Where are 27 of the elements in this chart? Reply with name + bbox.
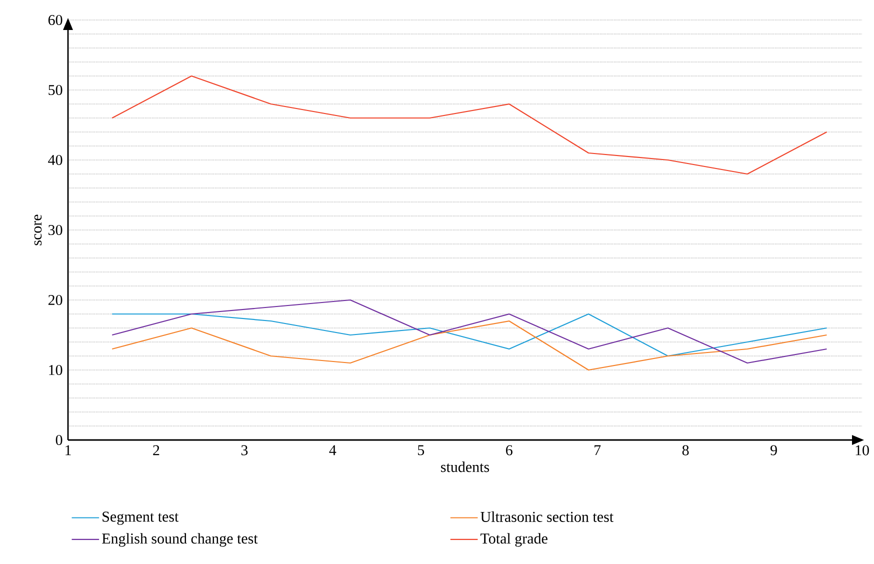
y-tick-label: 10 (49, 364, 62, 376)
y-axis-title: score (34, 214, 42, 246)
x-tick-label: 5 (418, 445, 424, 456)
x-tick-label: 8 (682, 445, 689, 456)
x-tick-label: 6 (506, 445, 512, 456)
x-tick-label: 7 (594, 445, 601, 456)
legend-label: English sound change test (102, 533, 258, 547)
x-axis-title: students (441, 462, 490, 472)
line-series (112, 313, 828, 357)
line-series (112, 75, 828, 175)
y-tick-label: 60 (48, 14, 62, 26)
legend-label: Total grade (480, 533, 548, 547)
x-tick-label: 10 (856, 445, 869, 456)
y-tick-label: 40 (48, 154, 62, 166)
x-tick-label: 4 (329, 445, 336, 456)
y-tick-label: 50 (48, 84, 62, 96)
x-tick-label: 9 (770, 445, 777, 456)
y-tick-label: 30 (48, 224, 62, 236)
y-tick-label: 0 (56, 434, 62, 446)
line-series (112, 320, 828, 371)
x-tick-label: 3 (241, 445, 248, 456)
y-tick-label: 20 (48, 294, 62, 306)
x-tick-label: 1 (66, 445, 71, 456)
legend-label: Ultrasonic section test (480, 511, 614, 522)
legend-label: Segment test (102, 512, 179, 525)
line-series (112, 299, 828, 364)
x-tick-label: 2 (153, 445, 160, 456)
